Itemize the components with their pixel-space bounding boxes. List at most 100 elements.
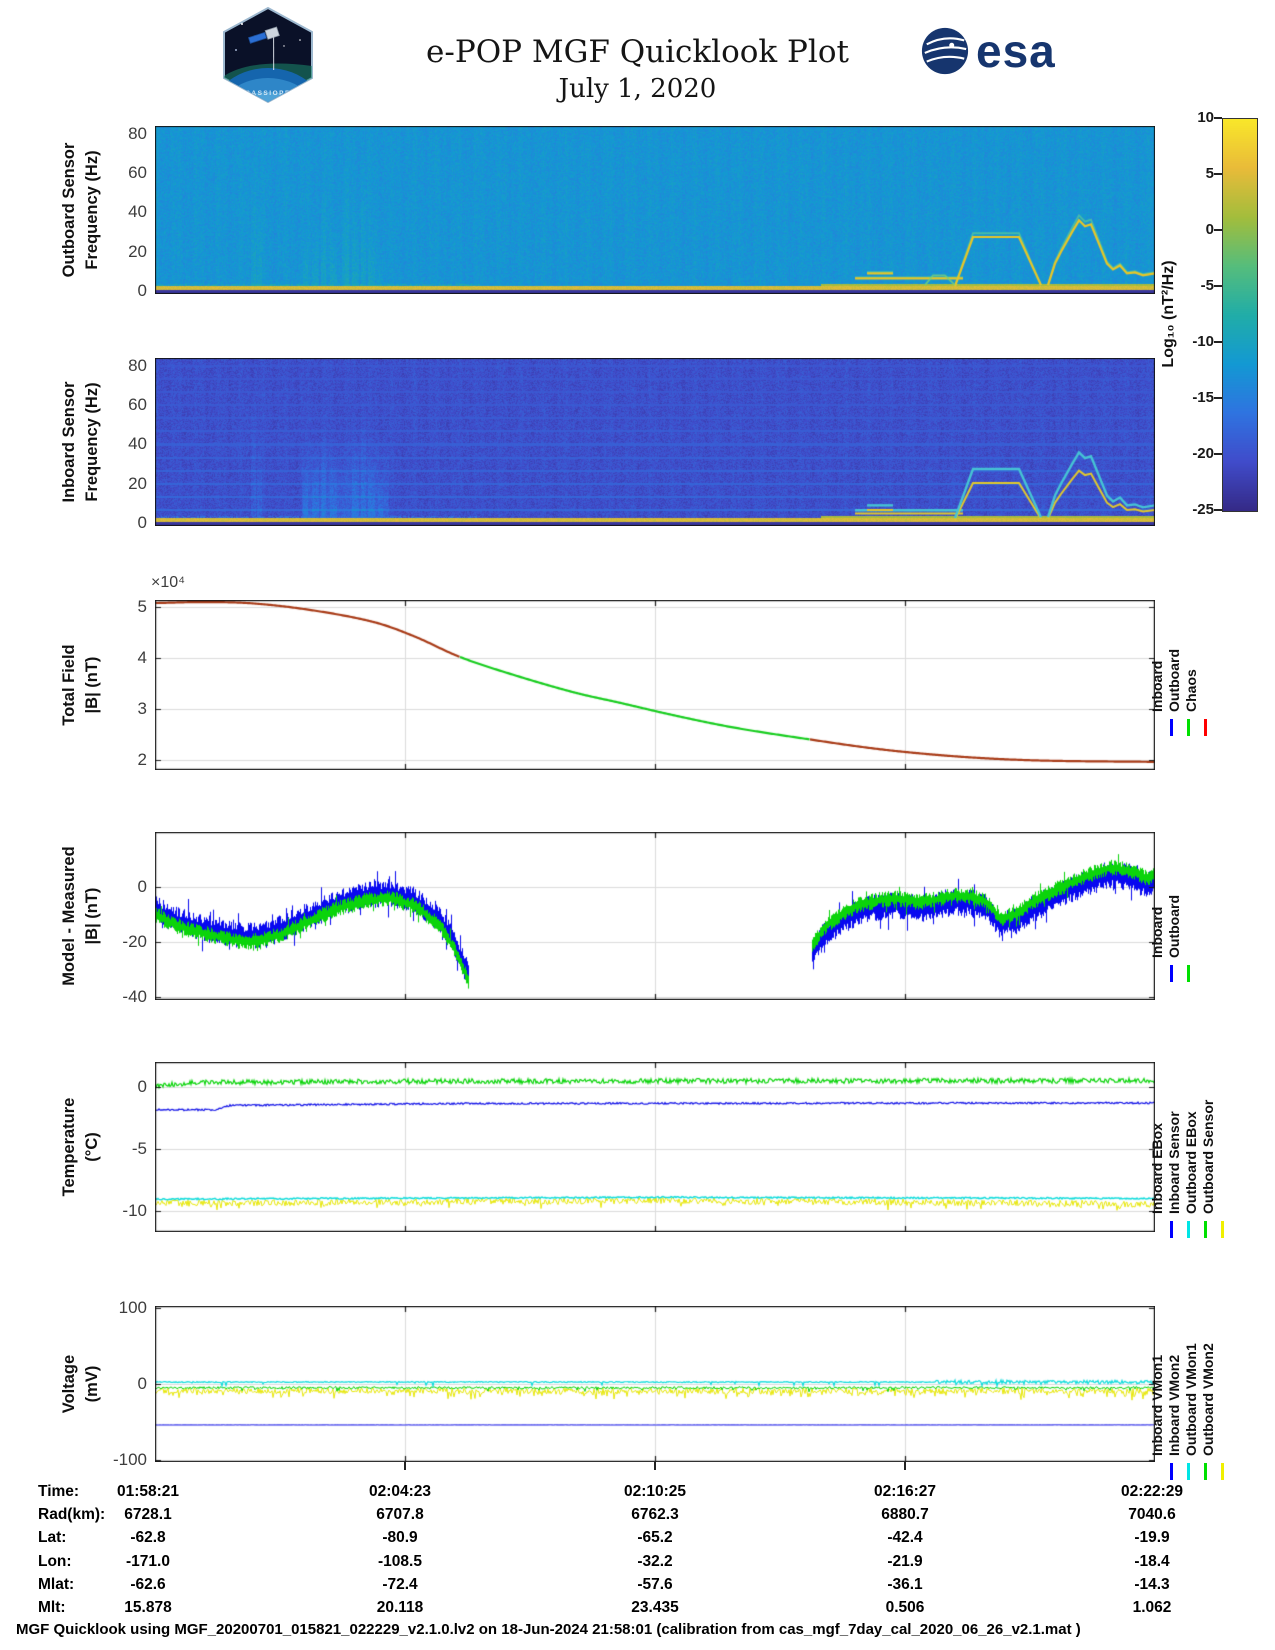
- table-value: 02:16:27: [873, 1483, 937, 1500]
- x-axis-tick-1: [654, 1462, 656, 1470]
- table-value: 6880.7: [881, 1506, 929, 1524]
- ytick-inboard-spectrogram-1: 60: [128, 395, 147, 415]
- legend-swatch: [1163, 719, 1180, 736]
- table-value: -72.4: [382, 1575, 418, 1593]
- ytick-voltage-0: 100: [118, 1298, 147, 1318]
- table-value: -32.2: [637, 1552, 673, 1570]
- table-value: 7040.6: [1128, 1506, 1176, 1524]
- table-row-label-mlat: Mlat:: [38, 1575, 75, 1593]
- table-value: 02:04:23: [368, 1483, 432, 1500]
- legend-label: Outboard EBox: [1183, 1111, 1199, 1214]
- table-row-label-radkm: Rad(km):: [38, 1506, 106, 1524]
- legend-swatch: [1197, 1463, 1214, 1480]
- legend-temperature: Inboard EBox Inboard Sensor Outboard EBox O…: [1149, 1084, 1231, 1238]
- legend-swatches: [1163, 965, 1197, 982]
- ylabel-model-minus-measured: Model - Measured |B| (nT): [58, 832, 104, 1000]
- colorbar-gradient: [1223, 119, 1257, 511]
- canvas-voltage: [155, 1306, 1155, 1462]
- canvas-total-field: [155, 600, 1155, 770]
- legend-swatch: [1197, 719, 1214, 736]
- legend-swatch-color: [1221, 1463, 1224, 1480]
- canvas-outboard-spectrogram: [155, 126, 1155, 294]
- legend-labels: Inboard EBox Inboard Sensor Outboard EBox O…: [1149, 1084, 1231, 1214]
- legend-voltage: Inboard VMon1 Inboard VMon2 Outboard VMon1…: [1149, 1336, 1231, 1480]
- table-value: -14.3: [1134, 1575, 1170, 1593]
- colorbar-tick-1: 5: [1205, 165, 1214, 182]
- ytick-total-field-2: 3: [137, 698, 147, 718]
- table-value: -171.0: [126, 1552, 170, 1570]
- table-value: -62.6: [130, 1575, 166, 1593]
- legend-model-minus-measured: Inboard Outboard: [1149, 848, 1197, 982]
- ytick-temperature-2: -10: [122, 1200, 147, 1220]
- table-row-label-mlt: Mlt:: [38, 1599, 66, 1616]
- table-value: -21.9: [887, 1552, 923, 1570]
- legend-swatch: [1163, 1463, 1180, 1480]
- legend-swatch: [1214, 1463, 1231, 1480]
- legend-swatch-color: [1187, 1221, 1190, 1238]
- y-exponent-label: ×10⁴: [151, 574, 186, 591]
- colorbar-tick-5: -15: [1192, 389, 1214, 406]
- legend-label: Inboard VMon2: [1166, 1354, 1182, 1456]
- panel-inboard-spectrogram: [155, 358, 1155, 526]
- ytick-inboard-spectrogram-3: 20: [128, 473, 147, 493]
- legend-swatch: [1163, 1221, 1180, 1238]
- colorbar-tick-7: -25: [1192, 501, 1214, 518]
- table-value: 20.118: [376, 1599, 424, 1616]
- legend-label: Inboard VMon1: [1149, 1354, 1165, 1456]
- legend-swatch: [1180, 1463, 1197, 1480]
- legend-swatches: [1163, 1463, 1231, 1480]
- canvas-model-minus-measured: [155, 832, 1155, 1000]
- table-value: 6728.1: [124, 1506, 172, 1524]
- table-value: 01:58:21: [116, 1483, 180, 1500]
- ytick-total-field-0: 5: [137, 597, 147, 617]
- colorbar-tickmark: [1214, 509, 1222, 511]
- panel-temperature: [155, 1062, 1155, 1232]
- table-row-label-time: Time:: [38, 1483, 80, 1500]
- ytick-model-minus-measured-2: -40: [122, 987, 147, 1007]
- legend-swatch-color: [1221, 1221, 1224, 1238]
- legend-swatch-color: [1204, 1463, 1207, 1480]
- ytick-model-minus-measured-0: 0: [137, 877, 147, 897]
- ylabel-line2: |B| (nT): [83, 887, 101, 945]
- ytick-voltage-1: 0: [137, 1374, 147, 1393]
- ytick-inboard-spectrogram-2: 40: [128, 434, 147, 454]
- legend-label: Outboard VMon1: [1183, 1343, 1199, 1456]
- legend-swatch-color: [1187, 965, 1190, 982]
- legend-label: Inboard Sensor: [1166, 1111, 1182, 1214]
- legend-swatch: [1163, 965, 1180, 982]
- ytick-total-field-1: 4: [137, 648, 147, 668]
- legend-swatch-color: [1170, 1221, 1173, 1238]
- table-value: -65.2: [637, 1529, 673, 1547]
- canvas-inboard-spectrogram: [155, 358, 1155, 526]
- panel-total-field: [155, 600, 1155, 770]
- table-value: -80.9: [382, 1529, 418, 1547]
- colorbar-tick-0: 10: [1197, 109, 1214, 126]
- legend-label: Outboard VMon2: [1200, 1343, 1216, 1456]
- patch-mission-name: CASSIOPE: [245, 90, 291, 97]
- legend-swatch-color: [1204, 1221, 1207, 1238]
- legend-swatch: [1197, 1221, 1214, 1238]
- legend-labels: Inboard VMon1 Inboard VMon2 Outboard VMon1…: [1149, 1336, 1231, 1456]
- table-value: 6762.3: [631, 1506, 679, 1524]
- table-value: -42.4: [887, 1529, 923, 1547]
- legend-swatch-color: [1170, 1463, 1173, 1480]
- ytick-temperature-1: -5: [131, 1138, 147, 1158]
- table-value: 0.506: [885, 1599, 925, 1616]
- legend-label: Outboard Sensor: [1200, 1099, 1216, 1214]
- table-value: 02:22:29: [1120, 1483, 1184, 1500]
- colorbar-tickmark: [1214, 453, 1222, 455]
- esa-wordmark: esa: [976, 25, 1056, 77]
- colorbar-tick-4: -10: [1192, 333, 1214, 350]
- table-value: 23.435: [631, 1599, 679, 1616]
- legend-swatches: [1163, 1221, 1231, 1238]
- table-value: -18.4: [1134, 1552, 1170, 1570]
- ytick-model-minus-measured-1: -20: [122, 932, 147, 952]
- table-value: -19.9: [1134, 1529, 1170, 1547]
- title-block: e-POP MGF Quicklook Plot July 1, 2020: [300, 34, 975, 104]
- ytick-outboard-spectrogram-4: 0: [137, 281, 147, 301]
- legend-swatch-color: [1170, 965, 1173, 982]
- page-title: e-POP MGF Quicklook Plot: [426, 34, 849, 70]
- legend-entry: Chaos: [1183, 606, 1214, 712]
- ylabel-line1: Model - Measured: [60, 846, 78, 986]
